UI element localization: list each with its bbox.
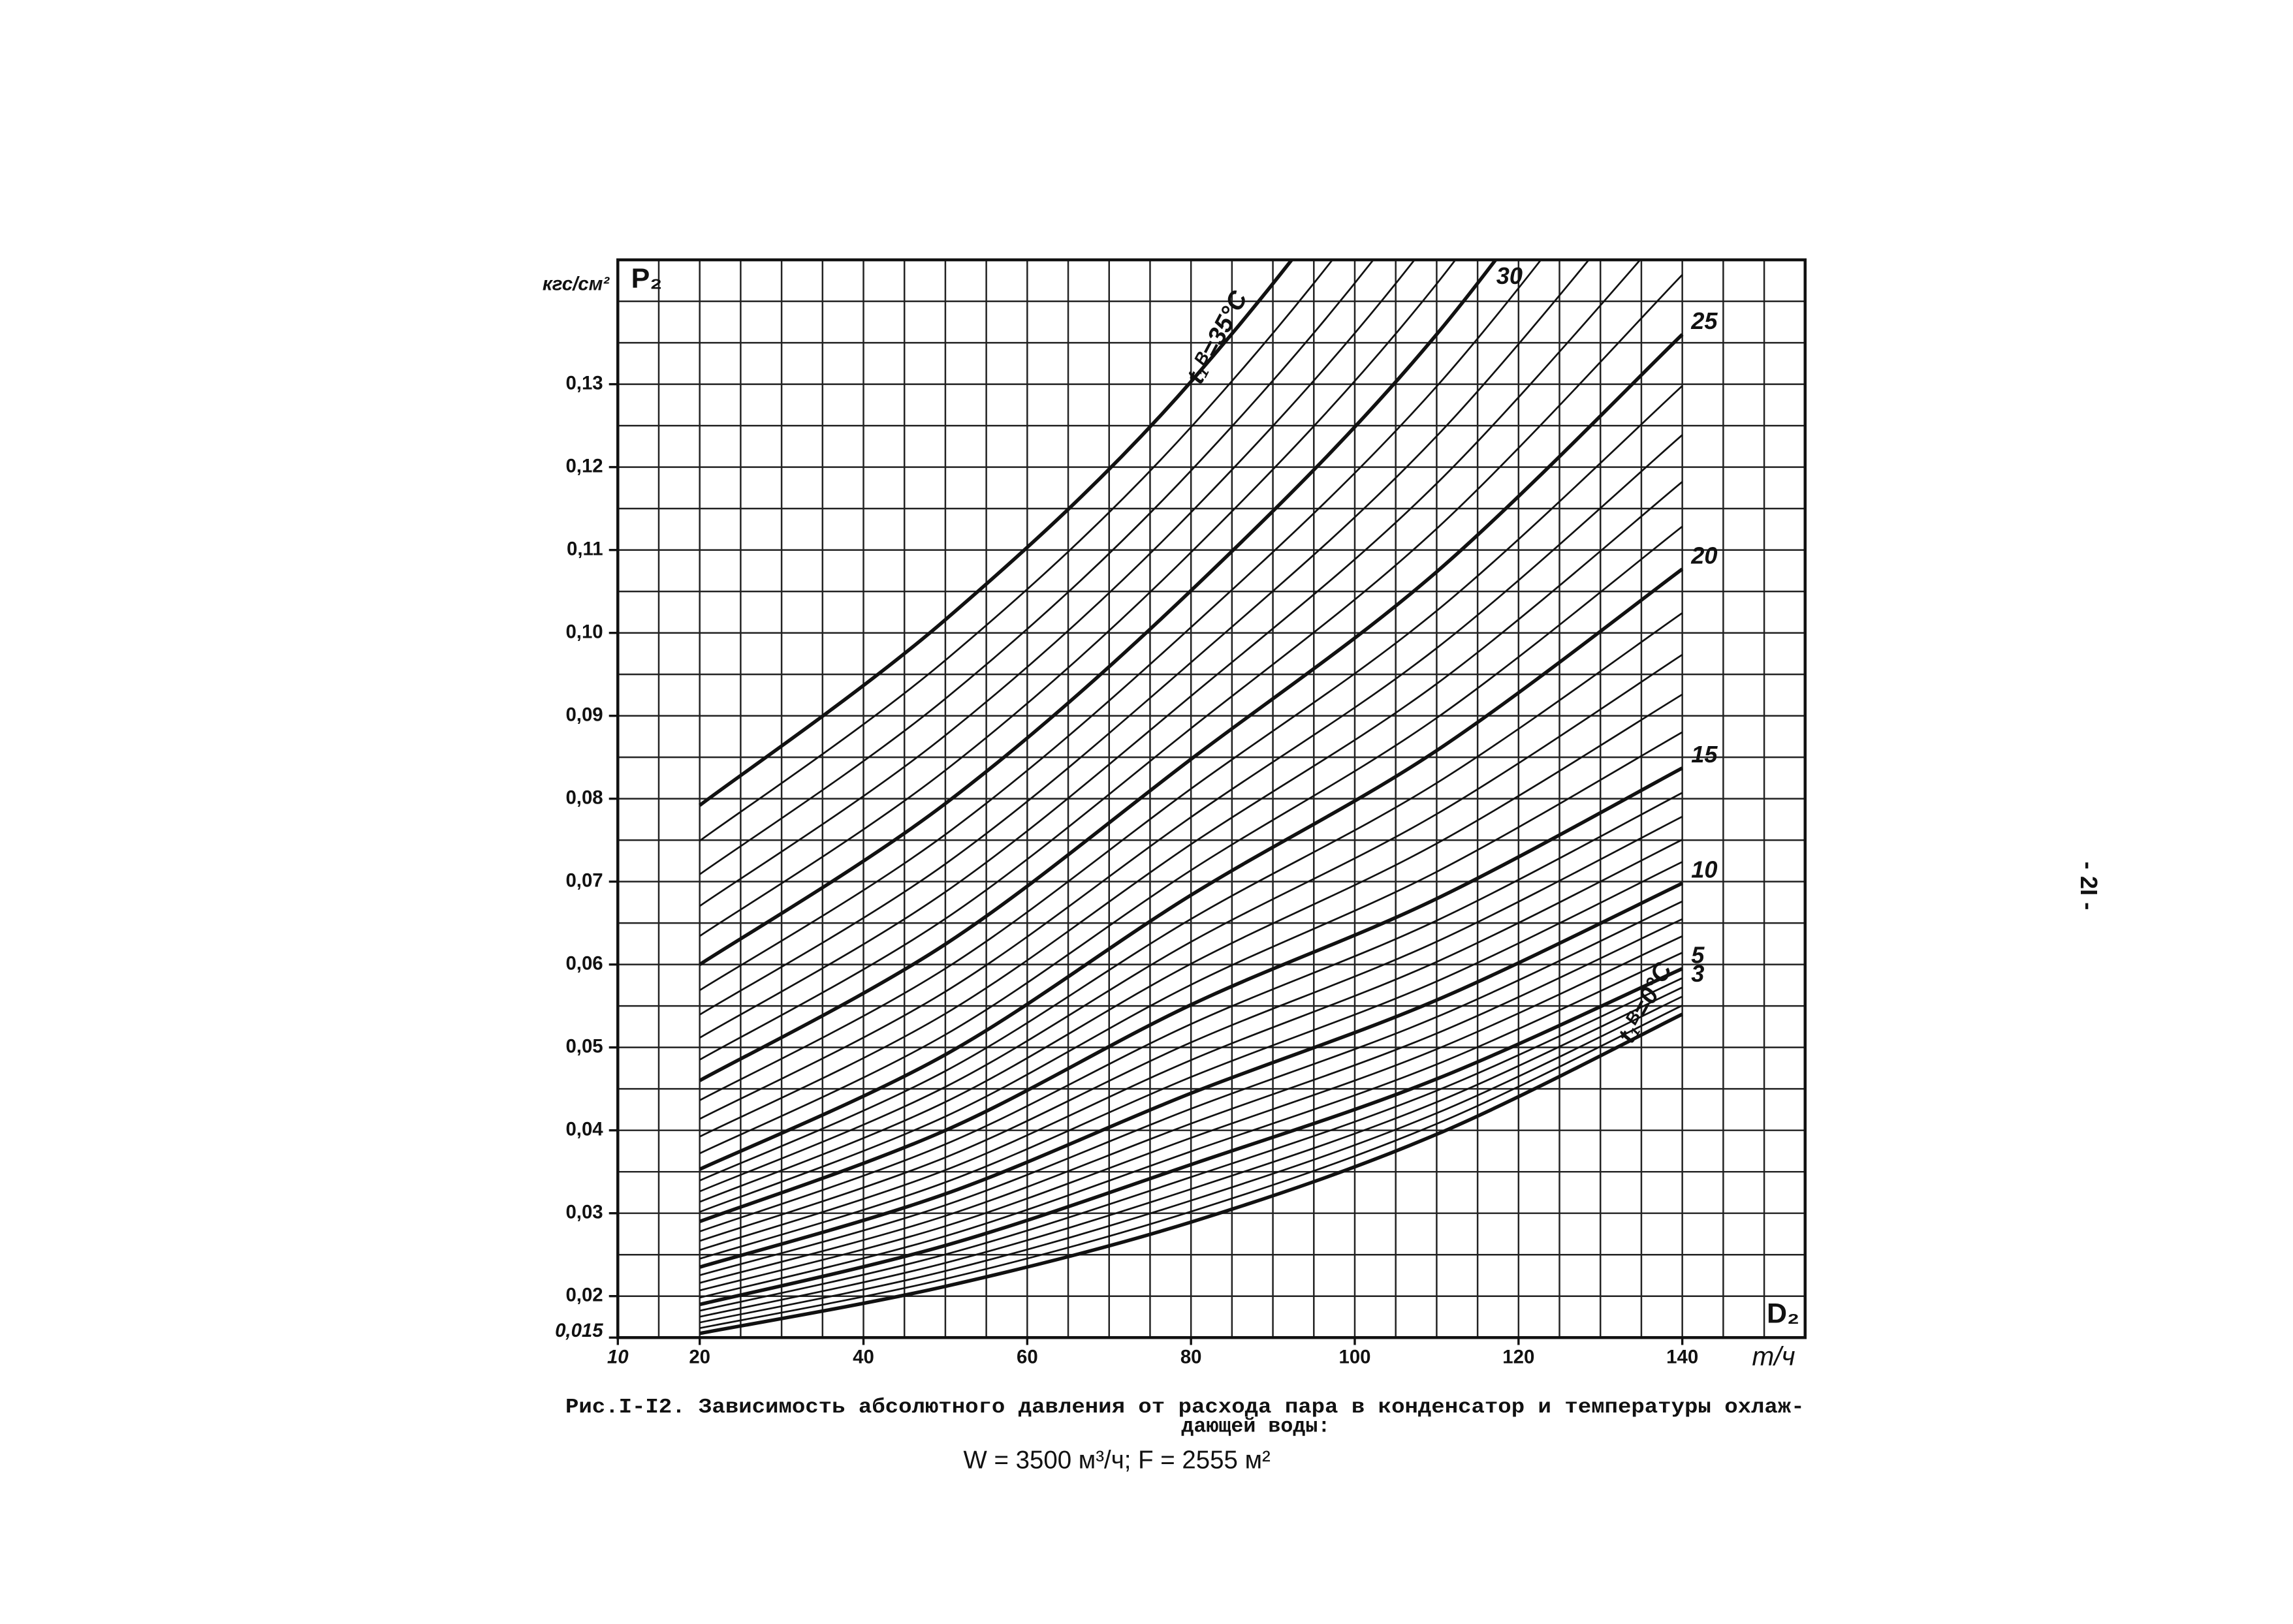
curve [699,986,1683,1318]
curve [699,967,1683,1307]
y-tick-label: 0,10 [565,621,603,642]
x-tick-label: 40 [853,1347,874,1368]
curve [699,481,1683,1138]
y-tick-label: 0,08 [565,787,603,808]
curve [699,792,1683,1232]
curve [699,260,1375,875]
curve [699,918,1683,1284]
x-tick-label: 20 [689,1347,710,1368]
y-tick-label: 0,02 [565,1284,603,1305]
caption-line: Рис.I-I2. Зависимость абсолютного давлен… [565,1396,1805,1419]
x-tick-label: 120 [1502,1347,1534,1368]
curve-label: 20 [1690,542,1717,569]
y-tick-label: 0,07 [565,869,603,891]
curve [699,260,1498,966]
curve [699,1012,1683,1335]
curve-label: 30 [1496,262,1523,289]
curve [699,653,1683,1193]
y-tick-label: 0,09 [565,704,603,725]
curve [699,693,1683,1203]
curve [699,952,1683,1299]
y-tick-label: 0,06 [565,952,603,974]
curve [699,333,1684,1082]
curve [699,839,1683,1251]
y-tick-label: 0,03 [565,1201,603,1223]
curve [699,731,1683,1213]
x-unit: т/ч [1752,1341,1795,1371]
curve [699,900,1683,1277]
curve-label: 10 [1691,856,1717,883]
x-axis-name: D₂ [1767,1298,1799,1330]
curve [699,260,1416,907]
curve-label: 25 [1690,307,1718,334]
curve [699,1005,1683,1330]
curve [699,935,1683,1292]
x-tick-label: 140 [1666,1347,1698,1368]
x-tick-label: 10 [607,1347,629,1368]
y-tick-label: 0,11 [567,538,603,559]
x-tick-label: 80 [1180,1347,1202,1368]
grid [617,258,1807,1339]
curve [699,766,1683,1223]
y-unit: кгс/см² [543,273,610,294]
curve [699,977,1683,1312]
caption-line: дающей воды: [1181,1414,1330,1438]
curve-label: 5 [1691,941,1705,968]
curve [699,260,1542,992]
curve [699,260,1641,1039]
curve-label: 3 [1691,960,1704,987]
y-tick-label: 0,12 [565,455,603,476]
y-tick-label: 0,015 [555,1320,603,1341]
curve [699,567,1684,1171]
curve [699,260,1294,807]
page-number: - 2I - [2076,862,2102,910]
y-axis-name: P₂ [631,263,663,294]
curves [699,260,1684,1335]
curve [699,861,1683,1260]
curve [699,881,1683,1269]
x-tick-label: 60 [1017,1347,1038,1368]
curve [699,260,1590,1016]
curve [699,612,1683,1181]
curve [699,525,1683,1155]
curve [699,434,1683,1120]
curve [699,273,1683,1061]
caption-formula: W = 3500 м³/ч; F = 2555 м² [964,1446,1271,1474]
y-tick-label: 0,13 [565,372,603,394]
curve [699,995,1683,1324]
curve [699,260,1334,842]
curve-label: 15 [1691,741,1718,768]
curve [699,815,1683,1242]
y-tick-label: 0,05 [565,1035,603,1057]
x-tick-label: 100 [1338,1347,1370,1368]
y-tick-label: 0,04 [565,1118,603,1140]
curve [699,385,1683,1101]
curve [699,260,1457,937]
